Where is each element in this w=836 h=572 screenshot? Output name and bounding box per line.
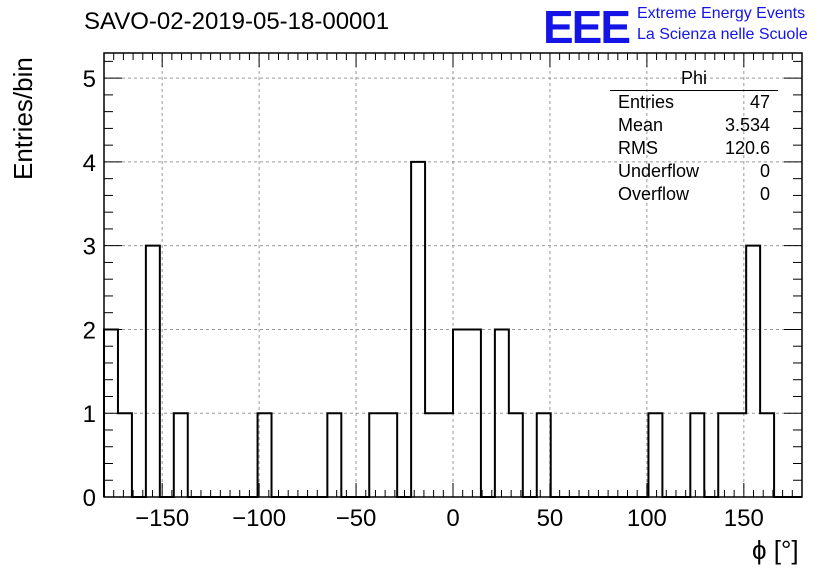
- histogram-bin: [118, 413, 132, 497]
- stats-row-overflow: Overflow 0: [610, 183, 778, 206]
- histogram-bin: [718, 413, 732, 497]
- stats-value: 47: [749, 92, 770, 112]
- stats-value: 120.6: [724, 138, 770, 158]
- y-tick-label: 3: [83, 234, 96, 261]
- stats-label: Mean: [618, 115, 664, 135]
- stats-value: 0: [759, 161, 770, 181]
- page-title: SAVO-02-2019-05-18-00001: [84, 8, 390, 35]
- histogram-bin: [648, 413, 662, 497]
- logo-caption: Extreme Energy Events La Scienza nelle S…: [637, 3, 808, 45]
- x-axis-label: ϕ [°]: [752, 535, 799, 565]
- stats-value: 0: [759, 184, 770, 204]
- y-tick-label: 2: [83, 317, 96, 344]
- histogram-bin: [537, 413, 551, 497]
- stats-box: Phi Entries 47 Mean 3.534 RMS 120.6 Unde…: [610, 66, 778, 206]
- histogram-bin: [425, 413, 439, 497]
- stats-label: RMS: [618, 138, 658, 158]
- stats-label: Overflow: [618, 184, 690, 204]
- histogram-bin: [746, 246, 760, 497]
- histogram-bin: [146, 246, 160, 497]
- histogram-bin: [327, 413, 341, 497]
- histogram-bin: [411, 162, 425, 497]
- logo-line-2: La Scienza nelle Scuole: [637, 26, 808, 43]
- stats-row-mean: Mean 3.534: [610, 114, 778, 137]
- histogram-bin: [495, 329, 509, 497]
- stats-row-underflow: Underflow 0: [610, 160, 778, 183]
- y-tick-label: 4: [83, 150, 96, 177]
- histogram-bin: [690, 413, 704, 497]
- stats-label: Entries: [618, 92, 675, 112]
- x-tick-label: −100: [232, 505, 286, 532]
- stats-row-entries: Entries 47: [610, 91, 778, 114]
- logo-line-1: Extreme Energy Events: [637, 5, 806, 22]
- histogram-bin: [369, 413, 383, 497]
- histogram-bin: [174, 413, 188, 497]
- y-tick-label: 1: [83, 401, 96, 428]
- x-tick-label: 150: [724, 505, 764, 532]
- histogram-bin: [439, 413, 453, 497]
- y-tick-label: 0: [83, 485, 96, 512]
- x-tick-label: −150: [135, 505, 189, 532]
- x-tick-label: 50: [537, 505, 564, 532]
- histogram-bin: [467, 329, 481, 497]
- histogram-bin: [258, 413, 272, 497]
- x-tick-label: 100: [627, 505, 667, 532]
- eee-logo: EEE: [543, 1, 631, 53]
- stats-row-rms: RMS 120.6: [610, 137, 778, 160]
- stats-value: 3.534: [724, 115, 770, 135]
- x-tick-label: 0: [446, 505, 459, 532]
- histogram-bin: [760, 413, 774, 497]
- stats-title: Phi: [610, 66, 778, 91]
- y-tick-label: 5: [83, 66, 96, 93]
- histogram-bin: [383, 413, 397, 497]
- x-tick-label: −50: [336, 505, 377, 532]
- y-axis-label: Entries/bin: [8, 57, 38, 180]
- stats-label: Underflow: [618, 161, 700, 181]
- histogram-bin: [453, 329, 467, 497]
- histogram-bin: [509, 413, 523, 497]
